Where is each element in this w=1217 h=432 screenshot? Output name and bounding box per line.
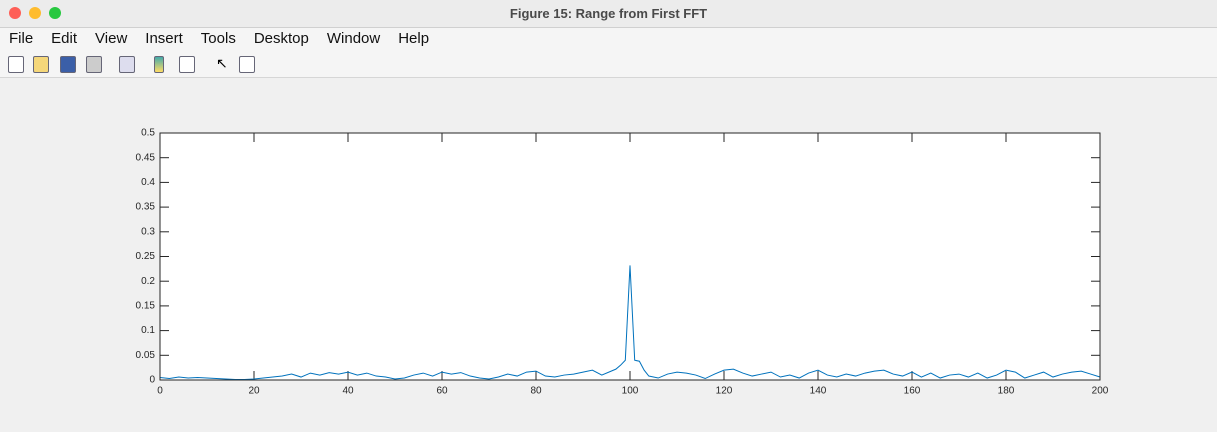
menu-item[interactable]: Tools: [200, 30, 236, 47]
axes-box: [159, 132, 1101, 381]
colorbar-icon[interactable]: [154, 56, 164, 73]
close-button[interactable]: [9, 7, 21, 19]
y-tick-label: 0.15: [136, 301, 156, 312]
menu-item[interactable]: View: [95, 30, 128, 47]
minimize-button[interactable]: [29, 7, 41, 19]
cursor-icon[interactable]: ↖: [216, 55, 228, 71]
y-tick-label: 0.35: [136, 202, 156, 213]
x-tick-label: 180: [998, 386, 1015, 397]
menu-item[interactable]: Desktop: [253, 30, 309, 47]
figure-area: 0 0.05 0.1 0.15 0.2 0.25 0.3 0.35 0.4 0.45 0.5 0 20 4…: [136, 128, 1109, 397]
menu-item[interactable]: Help: [398, 30, 430, 47]
y-tick-label: 0.3: [141, 226, 155, 237]
x-tick-label: 20: [248, 386, 260, 397]
y-tick-label: 0.1: [141, 325, 155, 336]
menu-item[interactable]: Edit: [51, 30, 78, 47]
axes-background: [160, 133, 1100, 380]
menu-item[interactable]: Insert: [145, 30, 183, 47]
y-tick-label: 0.05: [136, 350, 156, 361]
title-bar: Figure 15: Range from First FFT: [0, 0, 1217, 28]
save-icon[interactable]: [60, 56, 76, 73]
link-icon[interactable]: [119, 56, 135, 73]
x-tick-label: 120: [716, 386, 733, 397]
menu-item[interactable]: Window: [326, 30, 381, 47]
x-tick-label: 100: [622, 386, 639, 397]
x-tick-label: 80: [530, 386, 542, 397]
y-tick-label: 0.25: [136, 251, 156, 262]
x-tick-label: 140: [810, 386, 827, 397]
legend-icon[interactable]: [179, 56, 195, 73]
y-tick-label: 0.4: [141, 177, 155, 188]
open-icon[interactable]: [33, 56, 49, 73]
menu-bar: File Edit View Insert Tools Desktop Window Help: [0, 28, 1217, 50]
new-icon[interactable]: [8, 56, 24, 73]
x-tick-label: 0: [157, 386, 163, 397]
x-tick-label: 40: [342, 386, 354, 397]
y-tick-label: 0.5: [141, 128, 155, 139]
toolbar: ↖: [0, 50, 1217, 78]
property-icon[interactable]: [239, 56, 255, 73]
zoom-button[interactable]: [49, 7, 61, 19]
x-tick-label: 160: [904, 386, 921, 397]
y-tick-label: 0: [149, 375, 155, 386]
y-tick-label: 0.45: [136, 152, 156, 163]
y-tick-label: 0.2: [141, 276, 155, 287]
print-icon[interactable]: [86, 56, 102, 73]
menu-item[interactable]: File: [9, 30, 34, 47]
window-title: Figure 15: Range from First FFT: [509, 6, 708, 21]
x-tick-label: 200: [1092, 386, 1109, 397]
data-line: [159, 265, 1101, 381]
x-tick-label: 60: [436, 386, 448, 397]
